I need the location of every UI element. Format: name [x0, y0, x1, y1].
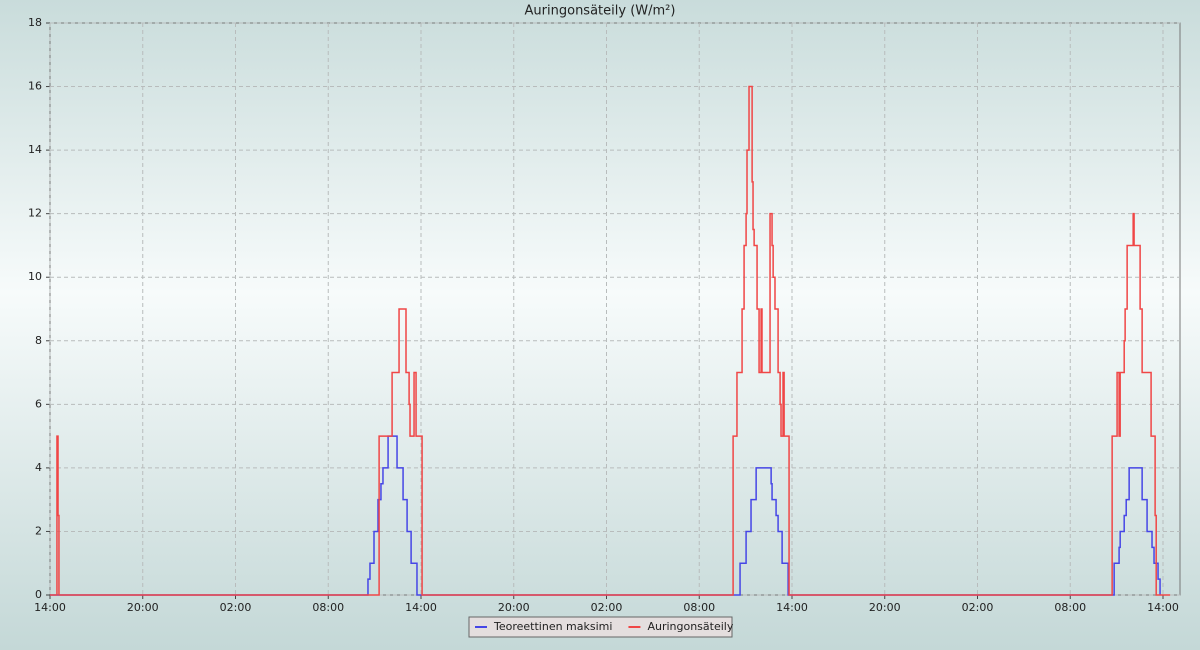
chart-title: Auringonsäteily (W/m²) [525, 4, 676, 19]
x-tick-label: 08:00 [312, 601, 344, 614]
legend-box [468, 616, 733, 638]
x-tick-label: 08:00 [1054, 601, 1086, 614]
y-tick-label: 14 [28, 143, 42, 156]
y-tick-label: 2 [35, 524, 42, 537]
x-tick-label: 14:00 [776, 601, 808, 614]
legend: Teoreettinen maksimi Auringonsäteily [468, 616, 734, 638]
y-tick-label: 6 [35, 397, 42, 410]
legend-label: Auringonsäteily [647, 620, 733, 633]
x-tick-label: 02:00 [962, 601, 994, 614]
y-tick-label: 4 [35, 461, 42, 474]
series-line [50, 435, 1161, 596]
x-tick-label: 02:00 [220, 601, 252, 614]
x-tick-label: 02:00 [591, 601, 623, 614]
y-tick-label: 18 [28, 16, 42, 29]
x-tick-label: 14:00 [34, 601, 66, 614]
y-tick-label: 0 [35, 588, 42, 601]
x-tick-label: 20:00 [127, 601, 159, 614]
x-tick-label: 14:00 [405, 601, 437, 614]
legend-label: Teoreettinen maksimi [493, 620, 612, 633]
x-tick-label: 20:00 [498, 601, 530, 614]
x-tick-label: 08:00 [683, 601, 715, 614]
x-tick-label: 14:00 [1147, 601, 1179, 614]
y-tick-label: 10 [28, 270, 42, 283]
y-tick-label: 16 [28, 80, 42, 93]
series-line [50, 85, 1171, 596]
y-tick-label: 12 [28, 207, 42, 220]
y-tick-label: 8 [35, 334, 42, 347]
x-tick-label: 20:00 [869, 601, 901, 614]
